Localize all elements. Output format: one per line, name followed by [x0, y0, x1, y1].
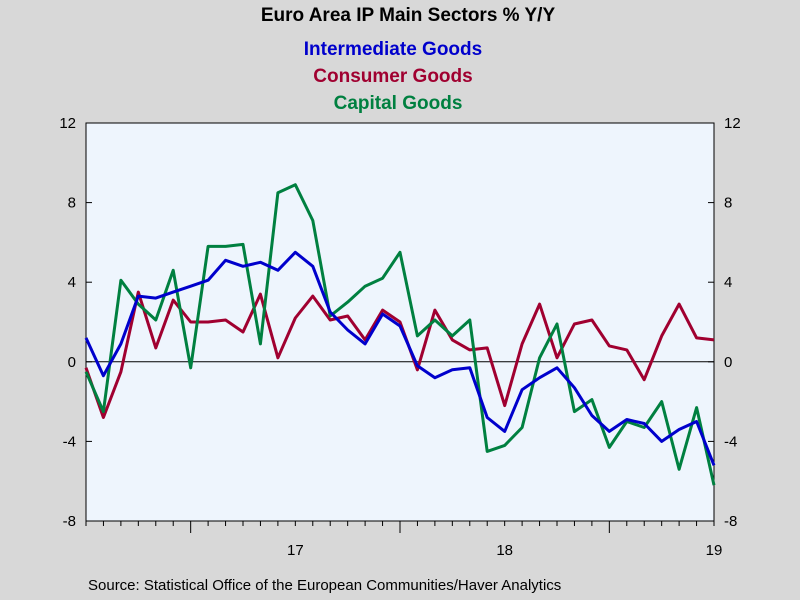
legend-entry: Intermediate Goods	[304, 39, 482, 60]
y-tick-label-left: 12	[59, 115, 76, 132]
legend-entry: Consumer Goods	[313, 66, 472, 87]
series-lines	[84, 183, 716, 486]
y-tick-label-right: 12	[724, 115, 741, 132]
y-tick-label-left: 8	[68, 195, 76, 212]
series-line	[84, 183, 716, 486]
x-tick-label: 17	[287, 542, 304, 559]
axis-ticks: 12 12 8 8 4 4 0 0 -4 -4 -8 -8 17 18 19	[59, 115, 740, 559]
chart-title: Euro Area IP Main Sectors % Y/Y	[261, 5, 556, 26]
y-tick-label-right: -4	[724, 433, 737, 450]
y-tick-label-right: 8	[724, 195, 732, 212]
y-tick-label-right: 0	[724, 354, 732, 371]
x-tick-label: 18	[496, 542, 513, 559]
y-tick-label-right: 4	[724, 274, 732, 291]
y-tick-label-right: -8	[724, 513, 737, 530]
legend-entry: Capital Goods	[334, 93, 463, 114]
series-line	[84, 250, 716, 466]
series-line	[84, 290, 715, 419]
legend: Intermediate Goods Consumer Goods Capital …	[304, 39, 482, 114]
y-tick-label-left: 4	[68, 274, 76, 291]
source-note: Source: Statistical Office of the Europe…	[88, 577, 561, 594]
y-tick-label-left: 0	[68, 354, 76, 371]
x-tick-label: 19	[706, 542, 723, 559]
y-tick-label-left: -8	[63, 513, 76, 530]
y-tick-label-left: -4	[63, 433, 76, 450]
